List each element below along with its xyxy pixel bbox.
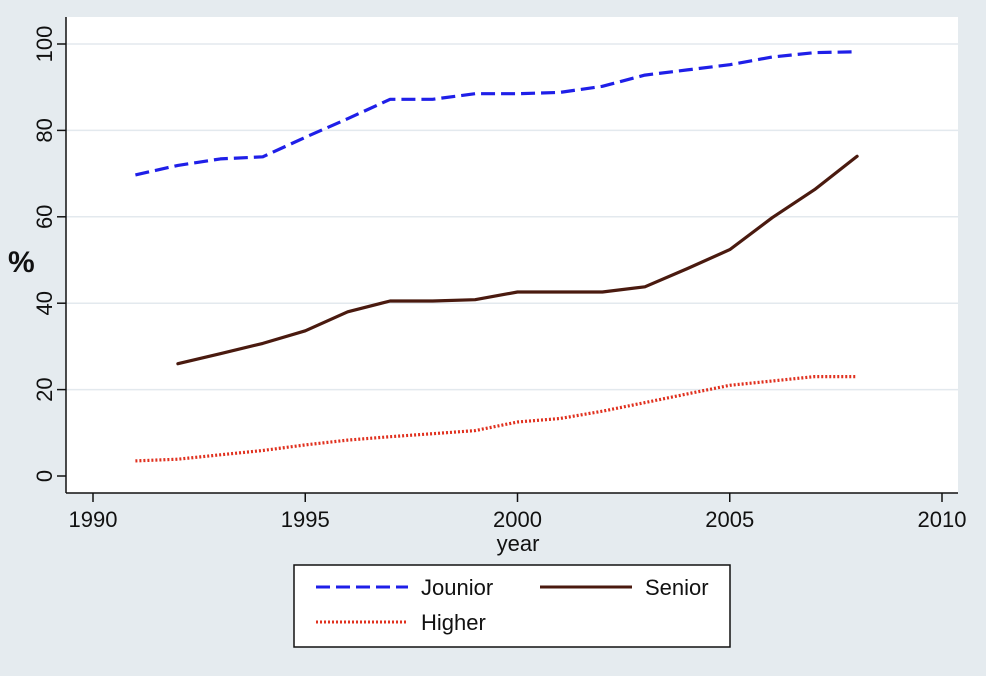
y-tick-label-40: 40 [32,291,57,315]
y-tick-label-60: 60 [32,205,57,229]
y-tick-label-20: 20 [32,377,57,401]
series-lines [135,50,859,463]
tick-marks [57,43,943,502]
series-line-higher [135,375,858,463]
tick-labels: 0 20 40 60 80 100 1990 1995 2000 2005 2010 [32,26,966,532]
legend: Jounior Senior Higher [293,564,731,648]
y-tick-label-80: 80 [32,118,57,142]
x-tick-label-2000: 2000 [493,507,542,532]
legend-box [293,564,731,648]
series-line-senior [176,154,859,366]
legend-label-jounior: Jounior [421,575,493,600]
y-axis-title: % [8,246,35,279]
axes [65,17,958,494]
x-tick-label-2005: 2005 [705,507,754,532]
y-tick-label-0: 0 [32,470,57,482]
legend-label-senior: Senior [645,575,709,600]
y-tick-label-100: 100 [32,26,57,63]
gridlines [66,43,958,391]
series-line-jounior [135,50,858,177]
plot-area [66,17,958,493]
x-tick-label-1990: 1990 [69,507,118,532]
x-axis-title: year [497,531,540,556]
legend-label-higher: Higher [421,610,486,635]
x-tick-label-2010: 2010 [918,507,967,532]
x-tick-label-1995: 1995 [281,507,330,532]
